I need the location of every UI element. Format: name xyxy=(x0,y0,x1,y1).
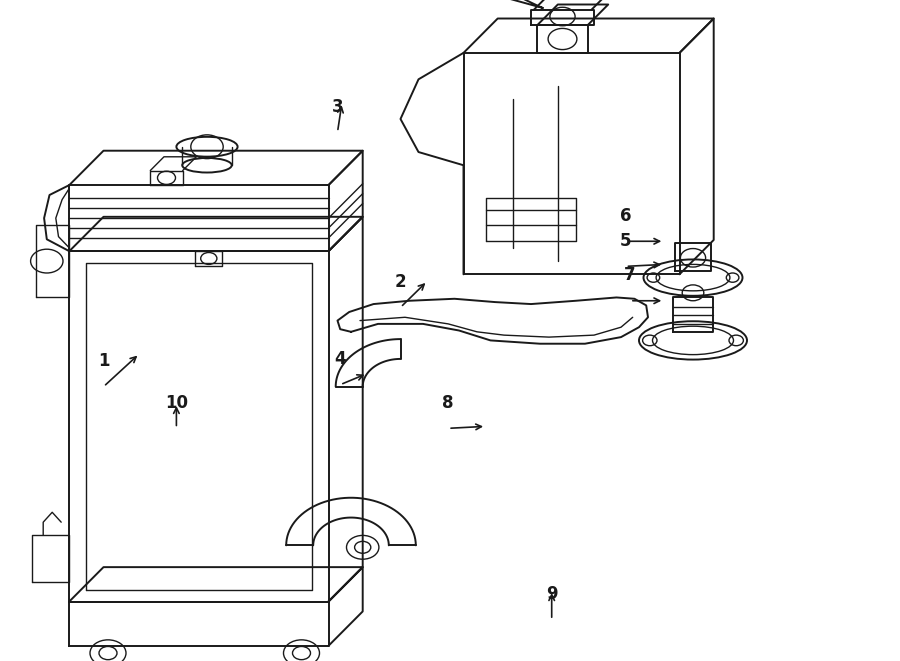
Text: 10: 10 xyxy=(165,394,188,412)
Text: 4: 4 xyxy=(335,350,346,368)
Text: 6: 6 xyxy=(620,207,631,225)
Text: 3: 3 xyxy=(332,98,343,116)
Text: 8: 8 xyxy=(443,394,454,412)
Text: 2: 2 xyxy=(395,273,406,291)
Text: 9: 9 xyxy=(546,586,557,603)
Text: 1: 1 xyxy=(98,352,109,370)
Text: 7: 7 xyxy=(625,266,635,284)
Text: 5: 5 xyxy=(620,232,631,250)
